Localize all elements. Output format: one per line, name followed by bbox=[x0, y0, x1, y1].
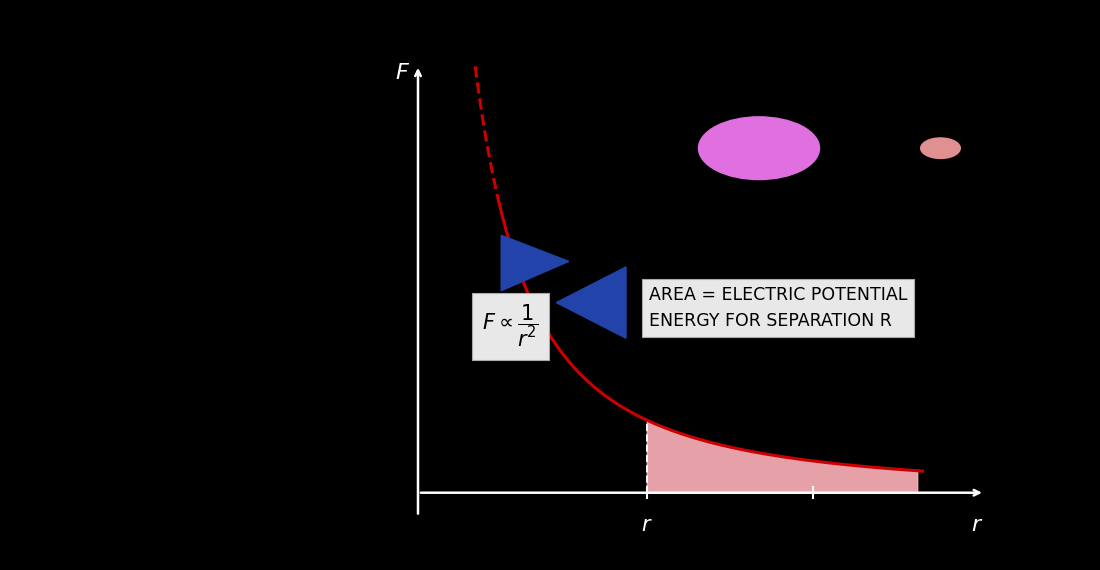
Text: $r$: $r$ bbox=[641, 515, 652, 535]
Text: $r$: $r$ bbox=[971, 515, 983, 535]
Polygon shape bbox=[557, 267, 626, 338]
Text: $F \propto \dfrac{1}{r^2}$: $F \propto \dfrac{1}{r^2}$ bbox=[483, 303, 539, 349]
Polygon shape bbox=[502, 235, 569, 291]
Text: $F$: $F$ bbox=[395, 63, 410, 83]
Text: AREA = ELECTRIC POTENTIAL
ENERGY FOR SEPARATION R: AREA = ELECTRIC POTENTIAL ENERGY FOR SEP… bbox=[649, 286, 908, 330]
